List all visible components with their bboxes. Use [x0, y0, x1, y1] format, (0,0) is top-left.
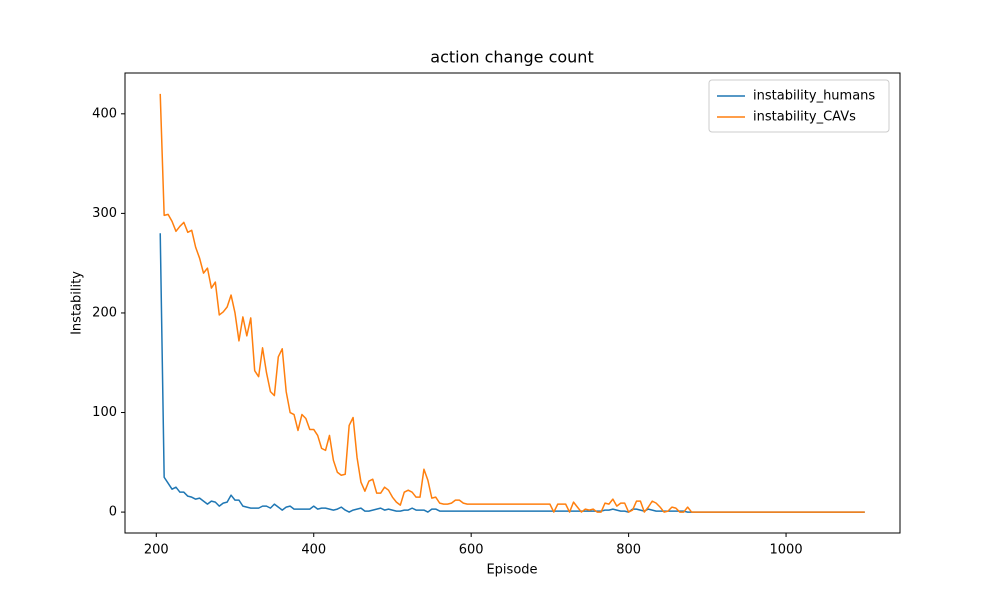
y-tick-label: 100 — [92, 405, 117, 420]
x-axis-label: Episode — [486, 563, 537, 578]
y-tick-label: 0 — [109, 505, 117, 520]
chart-title: action change count — [430, 48, 593, 67]
y-tick-label: 400 — [92, 106, 117, 121]
plot-frame — [124, 72, 901, 534]
x-tick-label: 800 — [616, 543, 641, 558]
y-tick-label: 300 — [92, 206, 117, 221]
series-line — [159, 233, 865, 513]
legend-label: instability_CAVs — [753, 110, 856, 125]
x-tick-label: 400 — [301, 543, 326, 558]
x-tick-label: 1000 — [770, 543, 803, 558]
legend-label: instability_humans — [753, 89, 875, 104]
series-line — [159, 93, 865, 513]
x-tick-label: 600 — [459, 543, 484, 558]
legend-box — [708, 79, 890, 133]
y-axis-label: Instability — [70, 271, 85, 335]
y-tick-label: 200 — [92, 305, 117, 320]
x-tick-label: 200 — [144, 543, 169, 558]
